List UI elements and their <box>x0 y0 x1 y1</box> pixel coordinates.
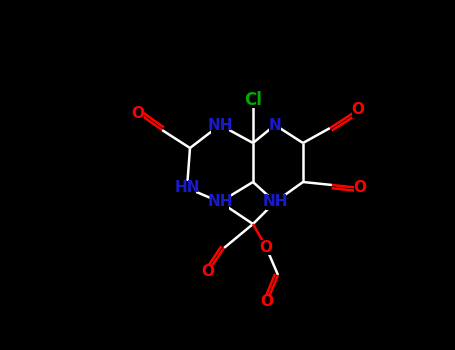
Text: Cl: Cl <box>244 91 262 109</box>
Text: N: N <box>268 118 281 133</box>
Bar <box>352 103 364 118</box>
Text: O: O <box>259 239 273 254</box>
Bar <box>202 265 214 280</box>
Bar <box>132 105 144 120</box>
Bar <box>266 195 284 210</box>
Text: O: O <box>352 103 364 118</box>
Text: O: O <box>261 294 273 309</box>
Text: O: O <box>202 265 214 280</box>
Bar <box>354 181 366 196</box>
Text: NH: NH <box>207 195 233 210</box>
Text: O: O <box>131 105 145 120</box>
Bar <box>261 294 273 309</box>
Bar <box>211 195 229 210</box>
Text: NH: NH <box>262 195 288 210</box>
Text: NH: NH <box>207 118 233 133</box>
Bar <box>211 118 229 133</box>
Text: O: O <box>354 181 366 196</box>
Bar <box>260 239 272 254</box>
Bar <box>178 181 196 196</box>
Bar <box>269 118 281 133</box>
Bar <box>244 92 262 107</box>
Text: HN: HN <box>174 181 200 196</box>
